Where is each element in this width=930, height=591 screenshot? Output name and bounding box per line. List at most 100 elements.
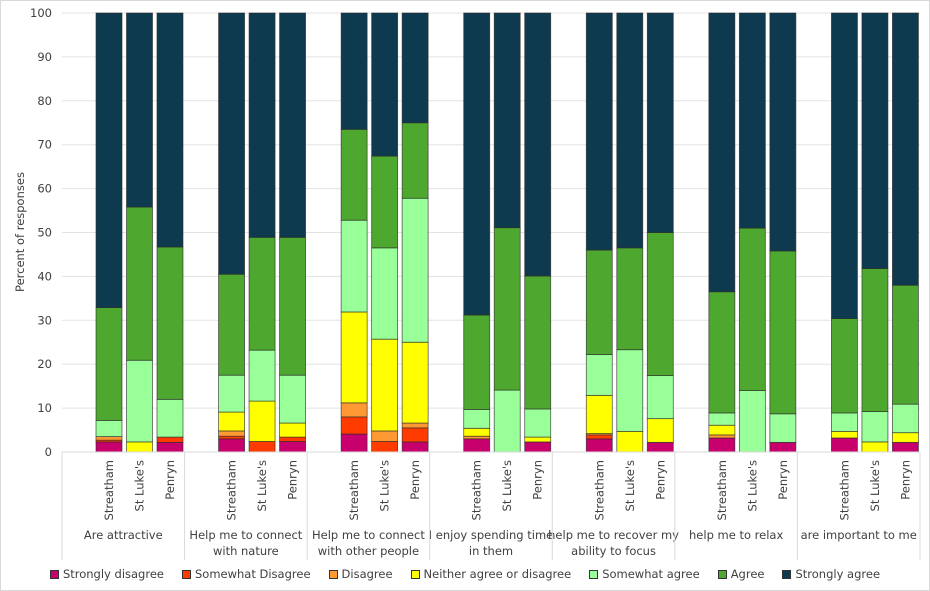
site-label: Penryn [653,460,667,500]
bar-segment-neither-agree-or-disagree [585,394,613,434]
legend: Strongly disagree Somewhat Disagree Disagr… [0,563,930,585]
bar-segment-agree [126,206,153,361]
bar-segment-strongly-disagree [585,438,613,453]
bar-segment-somewhat-agree [218,374,245,413]
bar-segment-neither-agree-or-disagree [463,427,491,437]
y-axis-ticks: 0 10 20 30 40 50 60 70 80 90 100 [30,6,52,459]
bar-segment-neither-agree-or-disagree [248,400,276,442]
y-tick-label: 20 [37,357,52,371]
site-label: Streatham [102,460,116,520]
bar-segment-strongly-agree [371,12,399,157]
bar-segment-somewhat-disagree [401,427,429,443]
bar-segment-strongly-agree [218,12,245,275]
bar-segment-agree [95,307,123,421]
bar-segment-strongly-agree [95,12,123,308]
bar-segment-neither-agree-or-disagree [892,432,919,443]
bar-segment-disagree [95,436,123,441]
bar-segment-agree [401,122,429,199]
x-axis: Streatham St Luke's Penryn Are attractive St… [61,451,921,560]
group-label: Help me to connect [189,528,302,542]
site-label: Streatham [592,460,606,520]
bar-segment-strongly-agree [248,12,276,238]
bar-segment-agree [218,273,245,376]
bar-segment-agree [279,236,306,376]
bar-segment-somewhat-agree [646,375,674,420]
bar-segment-agree [738,227,766,391]
y-tick-label: 10 [37,401,52,415]
legend-item: Strongly disagree [49,567,164,581]
legend-swatch [49,569,59,579]
bar-segment-somewhat-agree [585,354,613,396]
bar-segment-somewhat-agree [340,219,368,313]
legend-item: Neither agree or disagree [410,567,571,581]
legend-swatch [410,569,420,579]
bar-segment-somewhat-agree [279,374,306,424]
bar-segment-strongly-disagree [95,441,123,453]
bar-segment-somewhat-agree [95,419,123,438]
bar-segment-somewhat-agree [463,409,491,429]
bar-segment-somewhat-agree [401,197,429,343]
bar-segment-agree [371,155,399,249]
legend-label: Disagree [341,567,393,581]
site-label: Streatham [470,460,484,520]
bar-segment-strongly-agree [738,12,766,229]
site-label: St Luke's [623,460,637,511]
bar-segment-agree [831,318,858,414]
bar-segment-neither-agree-or-disagree [708,424,736,436]
site-label: Penryn [531,460,545,500]
bar-segment-somewhat-agree [769,413,797,443]
bar-segment-agree [892,284,919,405]
bar-segment-somewhat-agree [248,349,276,402]
bar-segment-somewhat-agree [738,390,766,453]
bar-segment-neither-agree-or-disagree [371,338,399,432]
bar-segment-somewhat-agree [493,389,521,453]
legend-label: Strongly agree [795,567,881,581]
site-label: St Luke's [500,460,514,511]
bar-segment-strongly-disagree [156,441,184,453]
bar-segment-strongly-agree [279,12,306,238]
bar-segment-agree [585,249,613,355]
bar-segment-agree [340,128,368,221]
bar-segment-neither-agree-or-disagree [831,430,858,439]
bar-segment-somewhat-disagree [279,436,306,442]
bar-segment-neither-agree-or-disagree [279,422,306,438]
group-label: help me to recover my [548,528,679,542]
bar-segment-agree [248,236,276,351]
bar-segment-strongly-disagree [769,441,797,453]
group-label: with nature [213,544,279,558]
bar-segment-strongly-agree [126,12,153,208]
legend-item: Somewhat Disagree [181,567,311,581]
site-label: Penryn [898,460,912,500]
bar-segment-strongly-agree [616,12,644,249]
legend-item: Strongly agree [782,567,880,581]
legend-label: Somewhat Disagree [194,567,311,581]
bar-segment-neither-agree-or-disagree [616,430,644,453]
bar-segment-strongly-agree [524,12,552,277]
y-tick-label: 40 [37,269,52,283]
bar-segment-somewhat-agree [861,411,889,443]
bar-segment-disagree [340,402,368,418]
site-label: St Luke's [255,460,269,511]
bar-segment-neither-agree-or-disagree [401,341,429,424]
y-tick-label: 60 [37,182,52,196]
bar-segment-strongly-disagree [708,437,736,453]
bar-segment-strongly-agree [340,12,368,130]
bar-segment-disagree [371,430,399,442]
site-label: Streatham [837,460,851,520]
bar-segment-somewhat-agree [156,398,184,438]
bar-segment-agree [493,227,521,391]
y-tick-label: 80 [37,94,52,108]
y-tick-label: 50 [37,226,52,240]
bar-segment-strongly-disagree [831,437,858,453]
y-tick-label: 0 [45,445,52,459]
bar-segment-somewhat-disagree [248,441,276,453]
y-tick-label: 30 [37,313,52,327]
bar-segment-strongly-agree [861,12,889,269]
bar-segment-somewhat-disagree [585,434,613,440]
bar-segment-somewhat-agree [524,408,552,438]
group-label: Are attractive [84,528,163,542]
bar-segment-somewhat-agree [892,403,919,434]
bar-segment-somewhat-agree [126,359,153,443]
bar-segment-strongly-disagree [892,441,919,453]
site-label: Streatham [225,460,239,520]
